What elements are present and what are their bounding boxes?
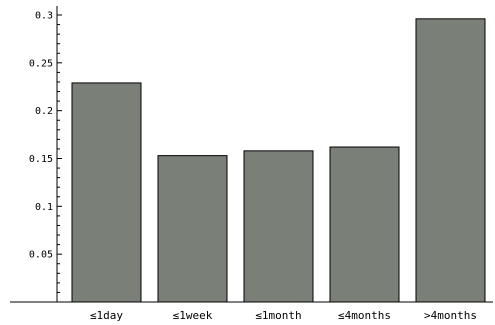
x-tick-label-3: ≤4months	[338, 309, 391, 322]
x-tick-label-0: ≤1day	[90, 309, 123, 322]
bar-2	[243, 150, 314, 303]
y-tick-label-3: 0.2	[35, 106, 53, 117]
bar-4	[415, 18, 486, 303]
y-tick-label-1: 0.1	[35, 202, 53, 213]
bar-0	[71, 82, 142, 303]
y-tick-label-2: 0.15	[29, 154, 53, 165]
bar-1	[157, 155, 228, 303]
y-ticks-group: 0.05 0.1 0.15 0.2 0.25 0.3	[29, 11, 62, 293]
y-tick-label-5: 0.3	[35, 11, 53, 22]
x-labels-group: ≤1day ≤1week ≤1month ≤4months >4months	[90, 309, 477, 322]
y-tick-label-4: 0.25	[29, 58, 53, 69]
x-tick-label-4: >4months	[424, 309, 477, 322]
bars-group	[71, 18, 486, 303]
x-tick-label-1: ≤1week	[173, 309, 213, 322]
x-tick-label-2: ≤1month	[255, 309, 301, 322]
y-tick-label-0: 0.05	[29, 250, 53, 261]
bar-3	[329, 146, 400, 303]
